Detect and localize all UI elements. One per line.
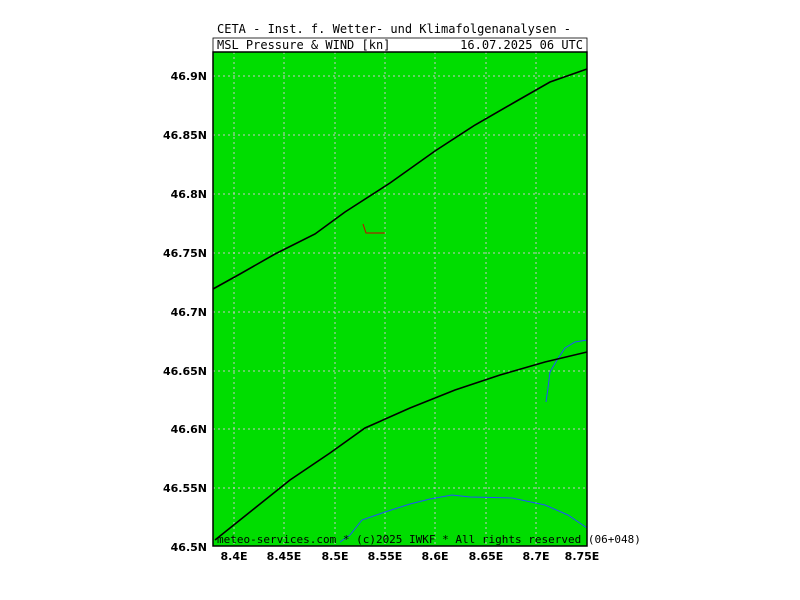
lat-label: 46.55N bbox=[163, 482, 207, 495]
lon-label: 8.7E bbox=[522, 550, 549, 563]
wind-barb bbox=[362, 223, 385, 234]
header-title: CETA - Inst. f. Wetter- und Klimafolgena… bbox=[217, 22, 571, 36]
copyright-text: meteo-services.com * (c)2025 IWKF * All … bbox=[217, 533, 641, 546]
graticule bbox=[213, 52, 587, 546]
lon-label: 8.65E bbox=[469, 550, 504, 563]
lon-label: 8.4E bbox=[220, 550, 247, 563]
isobar-north bbox=[212, 68, 588, 290]
map-frame bbox=[212, 51, 588, 547]
lon-label: 8.5E bbox=[321, 550, 348, 563]
map-background bbox=[213, 52, 587, 546]
lat-label: 46.85N bbox=[163, 129, 207, 142]
latitude-labels: 46.5N 46.55N 46.6N 46.65N 46.7N 46.75N 4… bbox=[163, 70, 207, 554]
lat-label: 46.9N bbox=[171, 70, 207, 83]
lon-label: 8.45E bbox=[267, 550, 302, 563]
product-label: MSL_Pressure_&_WIND_[kn] bbox=[217, 38, 390, 52]
lat-label: 46.6N bbox=[171, 423, 207, 436]
lat-label: 46.5N bbox=[171, 541, 207, 554]
valid-time: 16.07.2025 06 UTC bbox=[460, 38, 583, 52]
lat-label: 46.65N bbox=[163, 365, 207, 378]
lon-label: 8.6E bbox=[421, 550, 448, 563]
lake-shoreline-east bbox=[545, 339, 588, 403]
longitude-labels: 8.4E 8.45E 8.5E 8.55E 8.6E 8.65E 8.7E 8.… bbox=[220, 550, 599, 563]
lat-label: 46.8N bbox=[171, 188, 207, 201]
lat-label: 46.75N bbox=[163, 247, 207, 260]
lat-label: 46.7N bbox=[171, 306, 207, 319]
lon-label: 8.55E bbox=[368, 550, 403, 563]
isobar-south bbox=[214, 351, 588, 541]
lon-label: 8.75E bbox=[565, 550, 600, 563]
lake-shoreline bbox=[339, 494, 588, 543]
